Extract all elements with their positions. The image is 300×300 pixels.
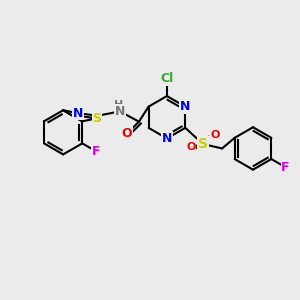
Text: O: O: [122, 127, 133, 140]
Text: Cl: Cl: [160, 72, 173, 85]
Text: S: S: [198, 137, 208, 151]
Text: F: F: [281, 161, 290, 174]
Text: S: S: [92, 112, 101, 125]
Text: N: N: [73, 107, 83, 120]
Text: N: N: [162, 132, 172, 145]
Text: O: O: [187, 142, 196, 152]
Text: N: N: [115, 105, 125, 118]
Text: O: O: [210, 130, 219, 140]
Text: N: N: [180, 100, 190, 113]
Text: H: H: [114, 100, 123, 110]
Text: F: F: [92, 145, 100, 158]
